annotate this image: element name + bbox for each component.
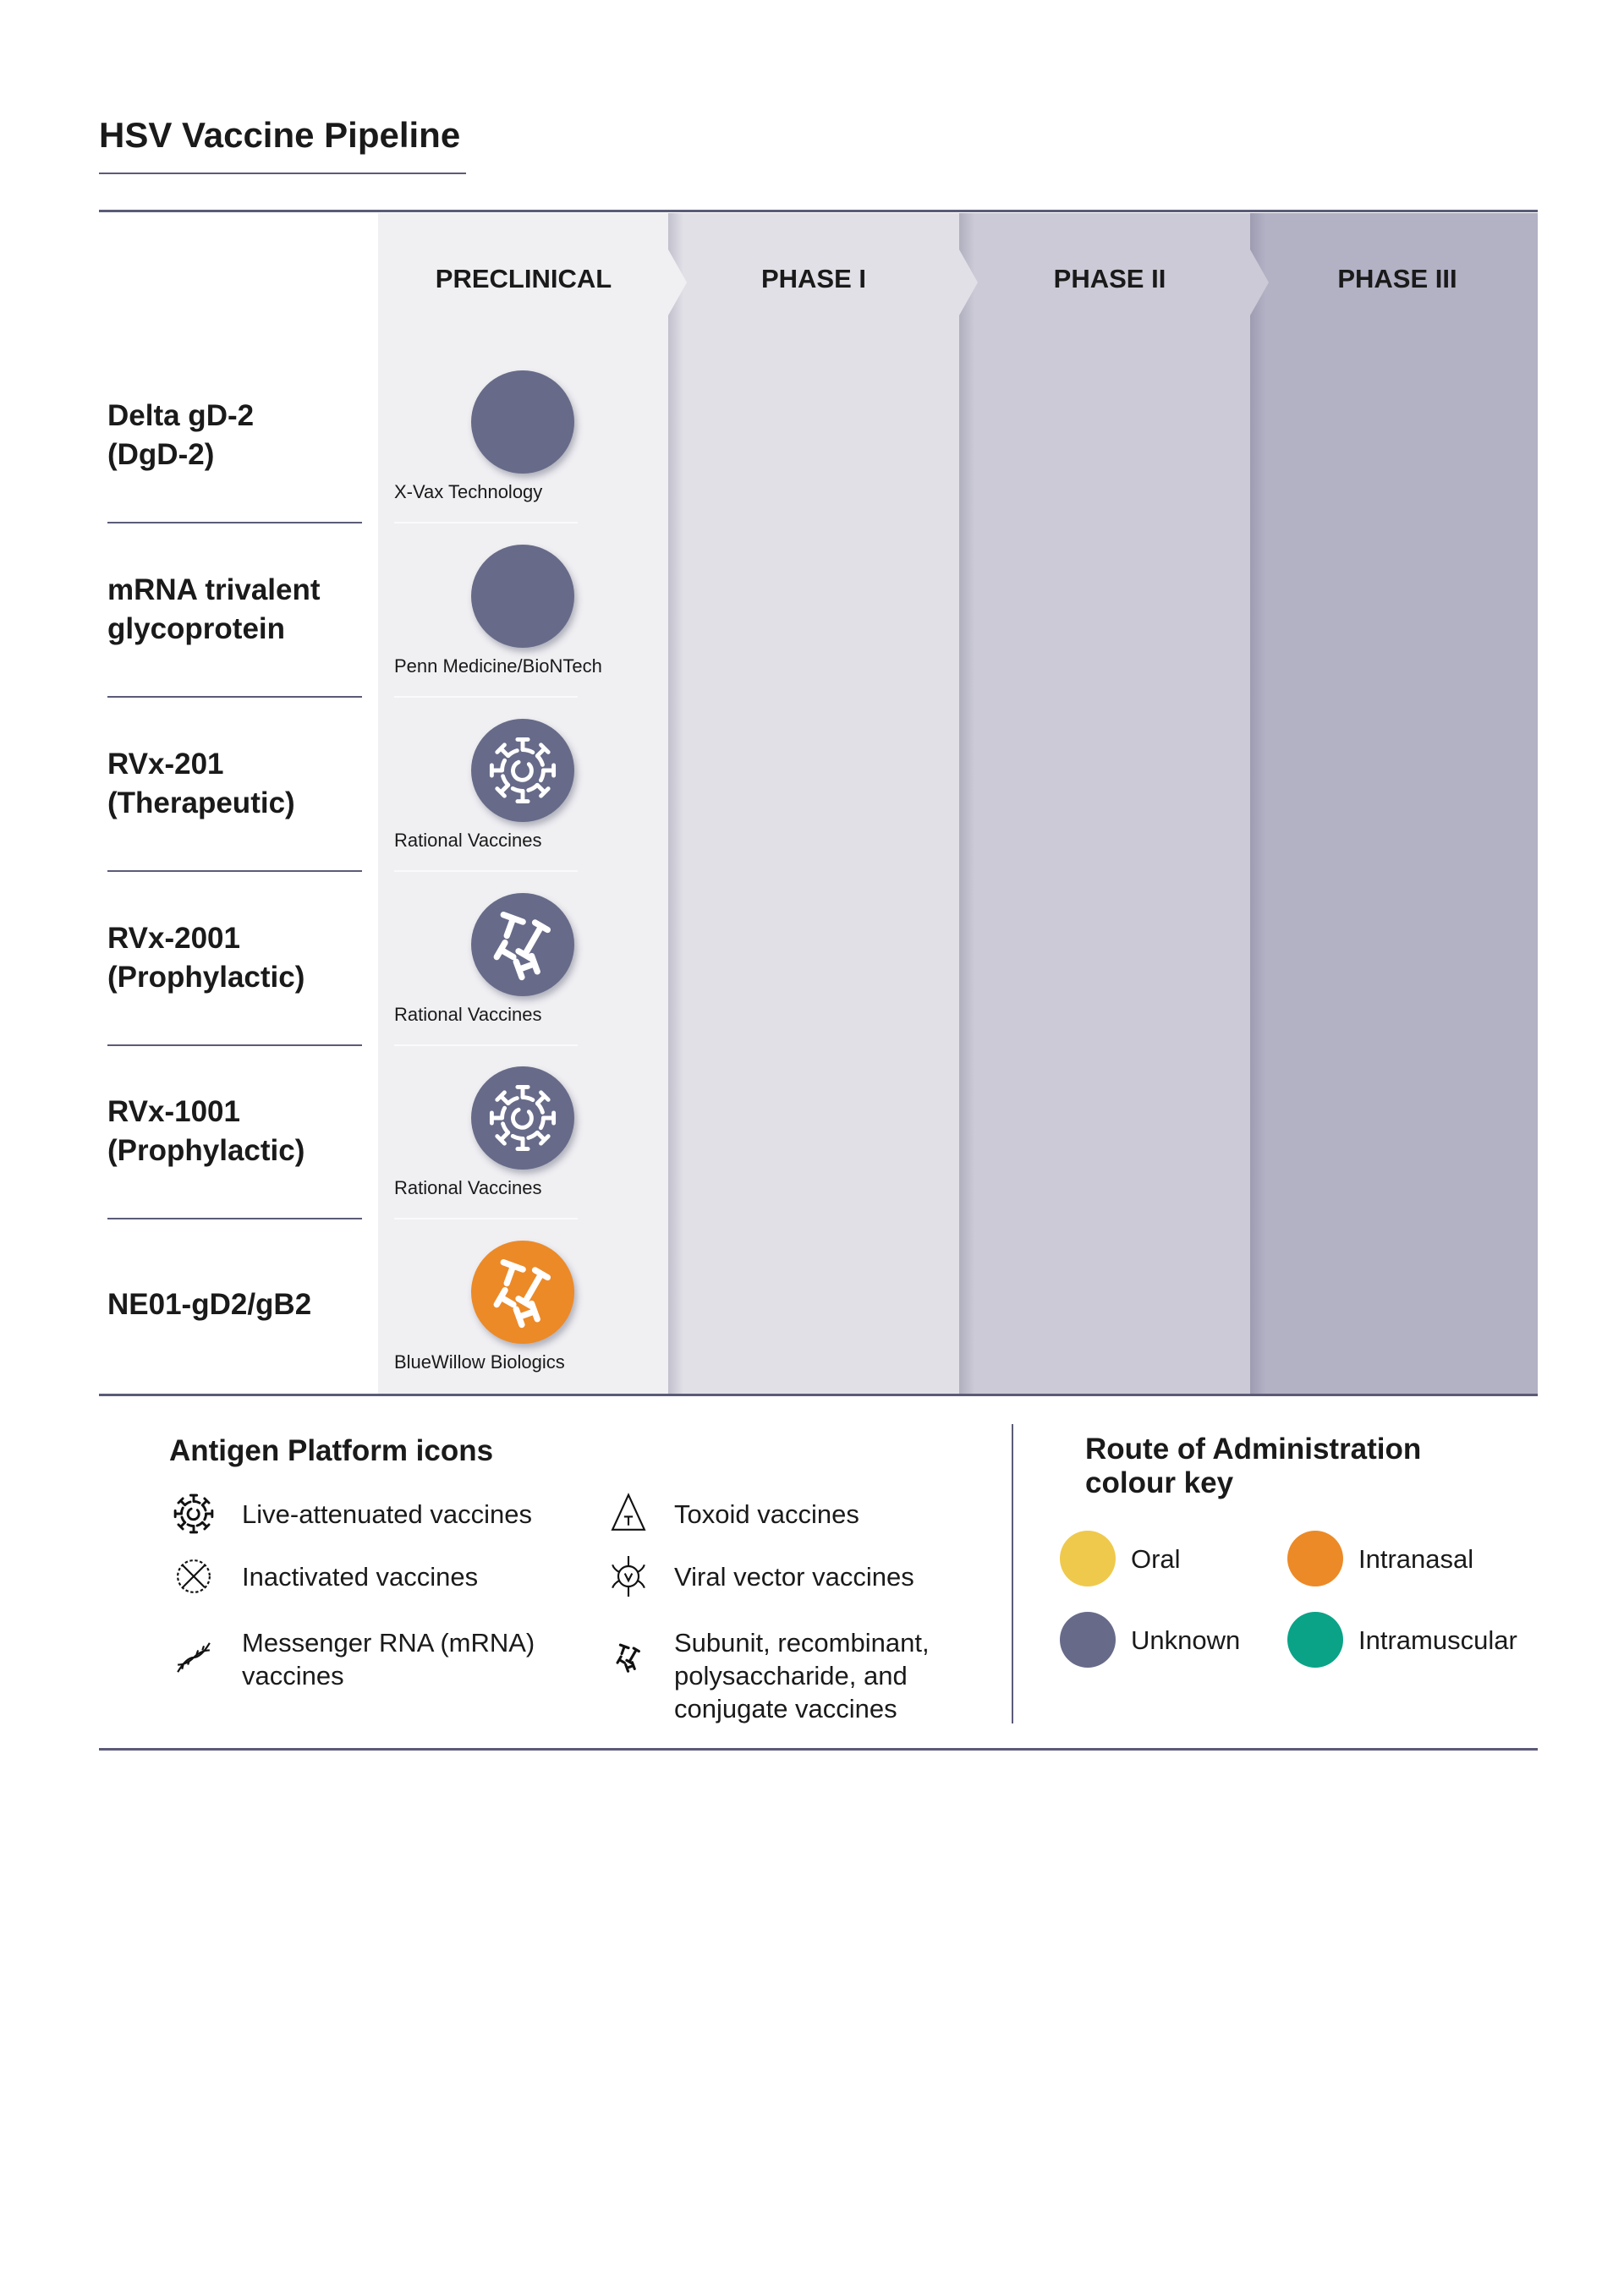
legend-viral-vector: Viral vector vaccines (674, 1562, 914, 1592)
table-bottom-divider (99, 1394, 1538, 1396)
toxoid-icon (612, 1493, 645, 1531)
subunit-icon (471, 893, 574, 996)
live-attenuated-icon (471, 719, 574, 822)
row-label-6: NE01-gD2/gB2 (107, 1285, 311, 1324)
mrna-icon (177, 1641, 211, 1674)
page-title: HSV Vaccine Pipeline (99, 115, 461, 155)
phase-header-phase-2: PHASE II (1053, 264, 1166, 293)
row-name-line1: NE01-gD2/gB2 (107, 1288, 312, 1321)
company-label: Rational Vaccines (394, 830, 542, 851)
antigen-legend-title: Antigen Platform icons (169, 1434, 494, 1467)
row-name-line2: glycoprotein (107, 612, 286, 645)
row-name-line1: RVx-2001 (107, 922, 240, 955)
candidate-marker-unknown[interactable] (471, 893, 574, 996)
row-label-4: RVx-2001 (Prophylactic) (107, 919, 304, 997)
column-phase-1 (668, 213, 959, 1394)
row-divider (107, 522, 362, 523)
row-divider (107, 1218, 362, 1219)
legend-subunit: Subunit, recombinant, polysaccharide, and… (674, 1628, 930, 1723)
row-name-line2: (Therapeutic) (107, 786, 295, 819)
legend-bottom-divider (99, 1748, 1538, 1751)
route-oral-label: Oral (1131, 1544, 1181, 1574)
legend-live-attenuated: Live-attenuated vaccines (242, 1499, 532, 1529)
candidate-marker-unknown[interactable] (471, 1066, 574, 1170)
phase-header-preclinical: PRECLINICAL (435, 264, 612, 293)
row-name-line2: (Prophylactic) (107, 961, 305, 994)
row-divider-preclinical (394, 1218, 578, 1219)
row-label-2: mRNA trivalent glycoprotein (107, 571, 321, 649)
row-divider-preclinical (394, 1044, 578, 1046)
live-attenuated-icon (471, 1066, 574, 1170)
row-name-line1: Delta gD-2 (107, 399, 255, 432)
phase-header-phase-1: PHASE I (760, 264, 867, 293)
row-divider (107, 696, 362, 698)
row-name-line1: RVx-1001 (107, 1095, 240, 1128)
column-phase-3 (1250, 213, 1538, 1394)
subunit-icon (616, 1643, 640, 1673)
row-divider-preclinical (394, 522, 578, 523)
route-intramuscular-label: Intramuscular (1358, 1625, 1517, 1655)
subunit-icon (471, 1241, 574, 1344)
route-intranasal-swatch (1287, 1531, 1343, 1586)
company-label: Penn Medicine/BioNTech (394, 655, 602, 677)
row-label-3: RVx-201 (Therapeutic) (107, 745, 295, 823)
route-legend-title: Route of Administration colour key (1085, 1433, 1422, 1499)
inactivated-icon (177, 1559, 211, 1593)
row-divider-preclinical (394, 696, 578, 698)
legend-toxoid: Toxoid vaccines (674, 1499, 859, 1529)
phase-header-phase-3: PHASE III (1337, 264, 1457, 293)
row-divider (107, 870, 362, 872)
row-label-1: Delta gD-2 (DgD-2) (107, 397, 254, 474)
live-attenuated-icon (168, 1488, 219, 1539)
row-divider-preclinical (394, 870, 578, 872)
company-label: BlueWillow Biologics (394, 1351, 565, 1373)
route-intramuscular-swatch (1287, 1612, 1343, 1668)
row-divider (107, 1044, 362, 1046)
legend-divider (1012, 1424, 1013, 1723)
row-name-line2: (DgD-2) (107, 438, 215, 471)
table-top-divider (99, 210, 1538, 212)
company-label: Rational Vaccines (394, 1004, 542, 1025)
row-name-line1: mRNA trivalent (107, 573, 321, 606)
route-unknown-label: Unknown (1131, 1625, 1241, 1655)
company-label: X-Vax Technology (394, 481, 543, 502)
candidate-marker-unknown[interactable] (471, 370, 574, 474)
row-name-line2: (Prophylactic) (107, 1134, 305, 1167)
row-name-line1: RVx-201 (107, 748, 224, 781)
route-intranasal-label: Intranasal (1358, 1544, 1474, 1574)
legend-mrna: Messenger RNA (mRNA) vaccines (242, 1628, 535, 1690)
company-label: Rational Vaccines (394, 1177, 542, 1198)
candidate-marker-unknown[interactable] (471, 545, 574, 648)
candidate-marker-unknown[interactable] (471, 719, 574, 822)
viral-vector-icon (612, 1554, 645, 1598)
legend-inactivated: Inactivated vaccines (242, 1562, 479, 1592)
route-unknown-swatch (1060, 1612, 1116, 1668)
title-underline (99, 173, 466, 174)
route-oral-swatch (1060, 1531, 1116, 1586)
row-label-5: RVx-1001 (Prophylactic) (107, 1093, 304, 1170)
column-phase-2 (959, 213, 1250, 1394)
candidate-marker-intranasal[interactable] (471, 1241, 574, 1344)
